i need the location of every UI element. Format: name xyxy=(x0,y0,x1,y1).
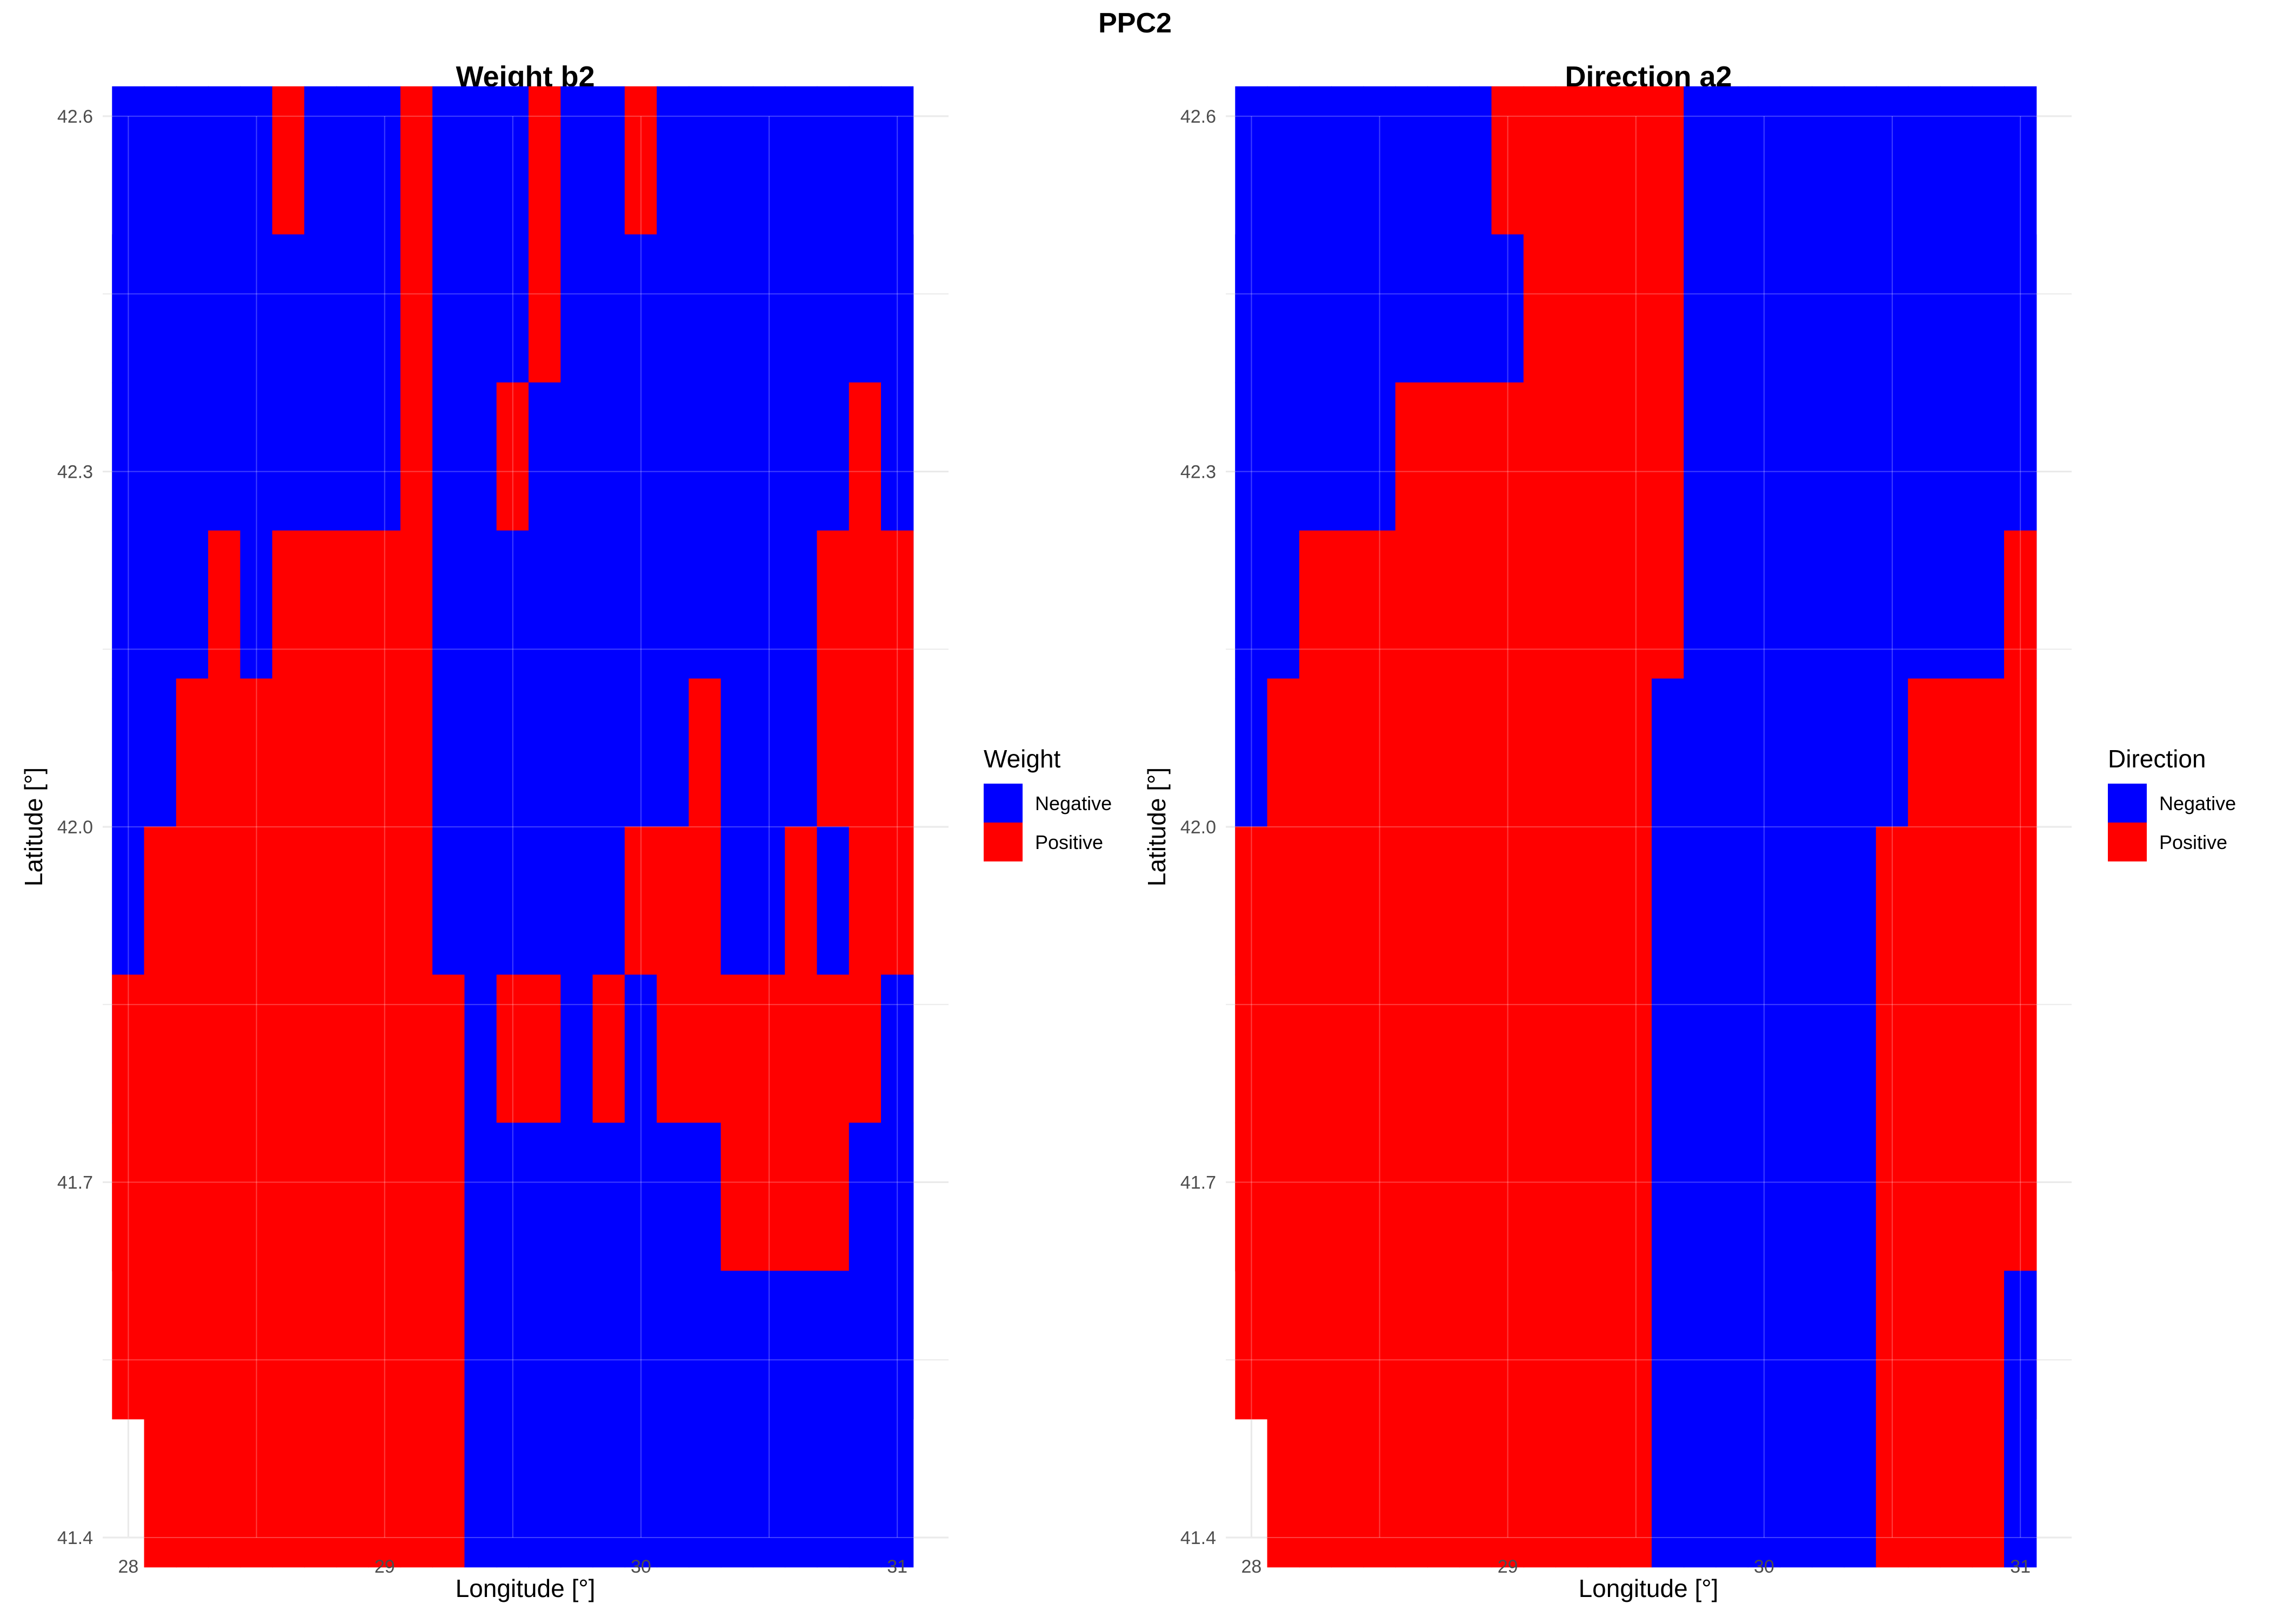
tile-negative xyxy=(496,1271,529,1568)
tile-negative xyxy=(849,1271,882,1568)
tile-positive xyxy=(1875,1271,1909,1568)
tile-positive xyxy=(1363,1271,1396,1568)
panel-direction-ylabel: Latitude [°] xyxy=(1143,767,1171,886)
panel-weight-ylabel: Latitude [°] xyxy=(19,767,48,886)
y-tick-label: 41.7 xyxy=(1180,1173,1216,1193)
panel-direction-xlabel: Longitude [°] xyxy=(1579,1574,1719,1602)
y-tick-label: 42.3 xyxy=(57,462,93,483)
tile-negative xyxy=(657,1271,690,1568)
legend-direction-swatch-positive xyxy=(2108,823,2147,861)
tile-negative xyxy=(1780,1271,1813,1568)
y-tick-label: 41.7 xyxy=(57,1173,93,1193)
y-tick-label: 42.0 xyxy=(1180,817,1216,838)
tile-positive xyxy=(1459,1271,1492,1568)
tile-positive xyxy=(1267,1271,1300,1568)
legend-weight-swatch-negative xyxy=(984,784,1023,823)
tile-positive xyxy=(144,1271,177,1568)
tile-negative xyxy=(1844,1271,1877,1568)
tile-positive xyxy=(1491,1271,1524,1568)
tile-positive xyxy=(400,1271,433,1568)
x-tick-label: 30 xyxy=(631,1556,651,1577)
x-tick-label: 30 xyxy=(1754,1556,1774,1577)
tile-positive xyxy=(176,1271,209,1568)
tile-negative xyxy=(785,1271,818,1568)
legend-weight-label-negative: Negative xyxy=(1035,792,1112,814)
heatmap-tiles xyxy=(1235,86,2037,1568)
tile-positive xyxy=(368,1271,401,1568)
tile-negative xyxy=(528,1271,562,1568)
tile-positive xyxy=(1299,1271,1332,1568)
tile-negative xyxy=(752,1271,786,1568)
y-tick-label: 42.0 xyxy=(57,817,93,838)
tile-negative xyxy=(881,1271,914,1568)
tile-positive xyxy=(208,1271,241,1568)
tile-negative xyxy=(689,1271,722,1568)
legend-weight-label-positive: Positive xyxy=(1035,831,1103,853)
tile-negative xyxy=(1684,1271,1717,1568)
tile-positive xyxy=(1523,1271,1557,1568)
x-tick-label: 29 xyxy=(1498,1556,1518,1577)
legend-weight: Weight Negative Positive xyxy=(984,745,1112,861)
y-tick-label: 42.3 xyxy=(1180,462,1216,483)
tile-positive xyxy=(1395,1271,1428,1568)
tile-positive xyxy=(1427,1271,1460,1568)
tile-positive xyxy=(304,1271,337,1568)
x-tick-label: 31 xyxy=(887,1556,907,1577)
grid-overlay xyxy=(103,116,949,1538)
tile-positive xyxy=(432,1271,465,1568)
y-tick-label: 41.4 xyxy=(1180,1528,1216,1548)
tile-negative xyxy=(624,1271,658,1568)
legend-direction-swatch-negative xyxy=(2108,784,2147,823)
legend-weight-title: Weight xyxy=(984,745,1061,773)
tile-positive xyxy=(1619,1271,1652,1568)
y-tick-label: 42.6 xyxy=(1180,106,1216,127)
panel-weight-plot: 28 29 30 31 41.4 41.7 42.0 42.3 42.6 xyxy=(57,86,949,1577)
tile-positive xyxy=(1972,1271,2005,1568)
x-tick-label: 29 xyxy=(375,1556,395,1577)
tile-positive xyxy=(1587,1271,1620,1568)
tile-negative xyxy=(464,1271,497,1568)
tile-negative xyxy=(817,1271,850,1568)
grid-overlay xyxy=(1226,116,2072,1538)
tile-positive xyxy=(1940,1271,1973,1568)
legend-direction-label-positive: Positive xyxy=(2159,831,2227,853)
legend-direction-title: Direction xyxy=(2108,745,2206,773)
tile-positive xyxy=(1555,1271,1588,1568)
figure-title: PPC2 xyxy=(1098,8,1172,39)
tile-negative xyxy=(1715,1271,1748,1568)
legend-direction: Direction Negative Positive xyxy=(2108,745,2236,861)
panel-weight-xlabel: Longitude [°] xyxy=(456,1574,596,1602)
tile-negative xyxy=(592,1271,625,1568)
tile-negative xyxy=(720,1271,753,1568)
legend-weight-swatch-positive xyxy=(984,823,1023,861)
tile-positive xyxy=(1235,1122,1268,1420)
heatmap-tiles xyxy=(112,86,914,1568)
y-tick-label: 42.6 xyxy=(57,106,93,127)
tile-positive xyxy=(240,1271,273,1568)
tile-positive xyxy=(1331,1271,1364,1568)
tile-negative xyxy=(2004,1271,2037,1568)
tile-positive xyxy=(272,1271,305,1568)
tile-negative xyxy=(560,1271,593,1568)
legend-direction-label-negative: Negative xyxy=(2159,792,2236,814)
y-tick-label: 41.4 xyxy=(57,1528,93,1548)
x-tick-label: 28 xyxy=(118,1556,139,1577)
tile-negative xyxy=(1651,1271,1685,1568)
tile-positive xyxy=(336,1271,369,1568)
tile-positive xyxy=(1908,1271,1941,1568)
tile-negative xyxy=(1812,1271,1845,1568)
tile-negative xyxy=(1747,1271,1781,1568)
panel-direction-plot: 28 29 30 31 41.4 41.7 42.0 42.3 42.6 xyxy=(1180,86,2072,1577)
x-tick-label: 31 xyxy=(2010,1556,2031,1577)
tile-positive xyxy=(112,1122,145,1420)
x-tick-label: 28 xyxy=(1241,1556,1262,1577)
